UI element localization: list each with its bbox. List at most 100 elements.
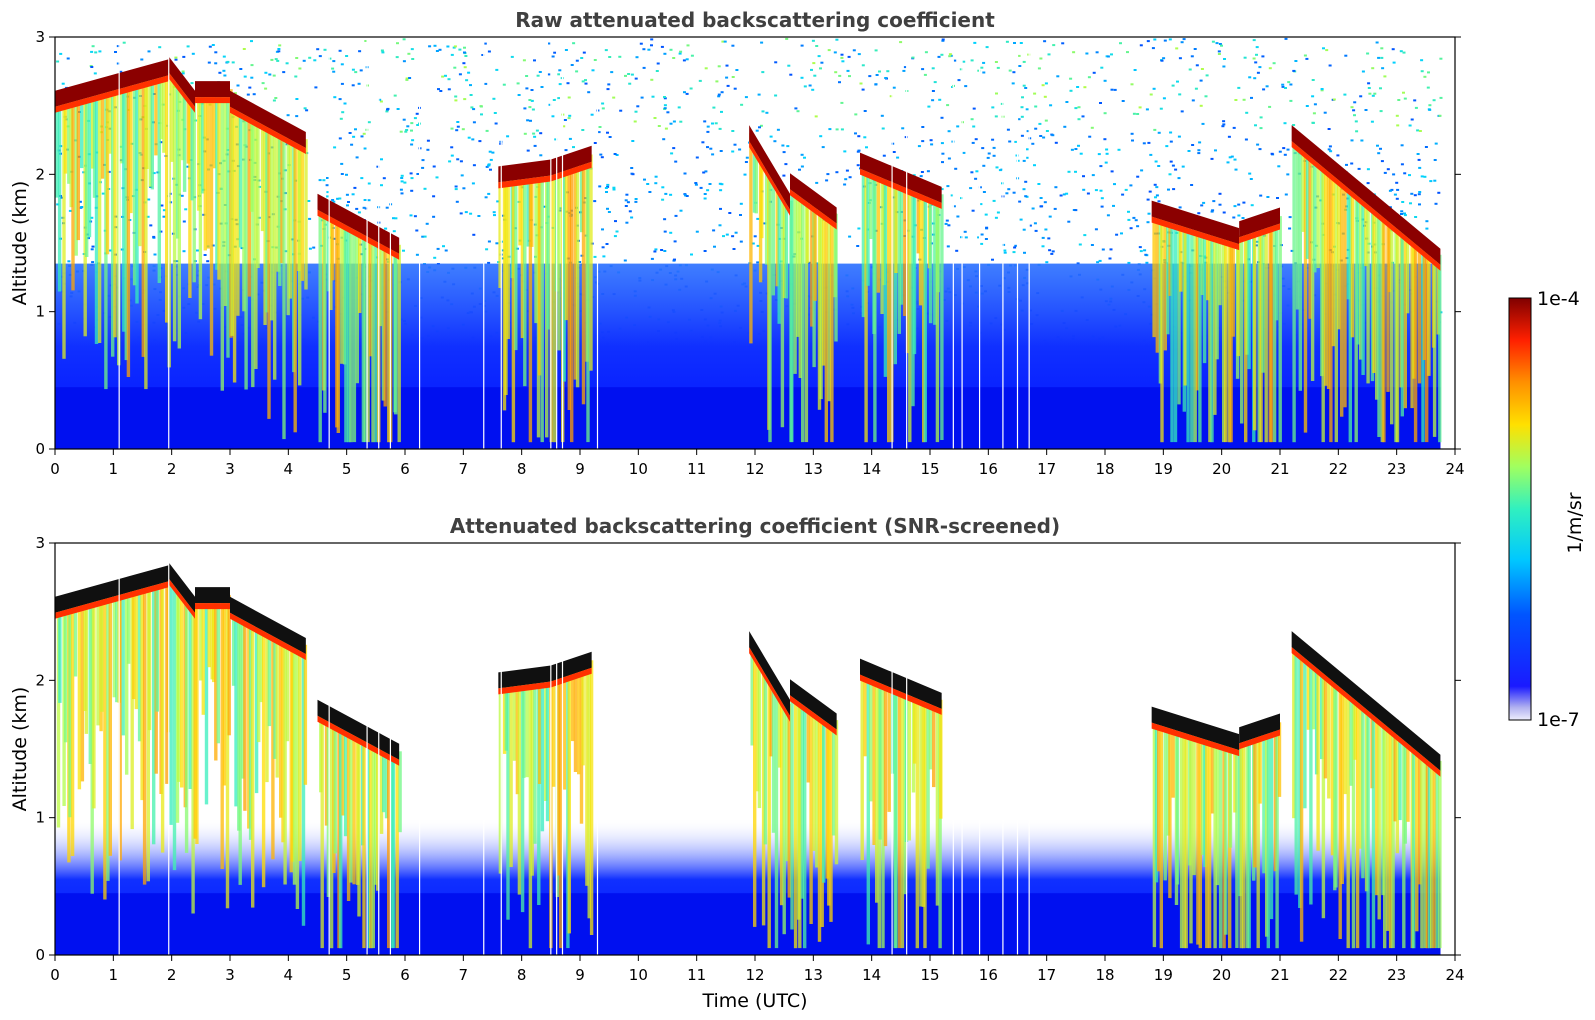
noise-pixel	[438, 48, 442, 51]
noise-pixel	[738, 148, 742, 151]
noise-pixel	[782, 151, 786, 154]
precipitation-streak	[1412, 739, 1416, 949]
noise-pixel	[405, 129, 409, 131]
precipitation-streak	[1171, 720, 1175, 798]
noise-pixel	[1287, 81, 1291, 84]
noise-pixel	[654, 248, 658, 251]
noise-pixel	[378, 98, 382, 101]
noise-pixel	[400, 180, 404, 183]
noise-pixel	[683, 193, 687, 196]
noise-pixel	[396, 108, 400, 110]
noise-pixel	[461, 128, 465, 131]
noise-pixel	[462, 62, 466, 65]
cloud-base-layer	[195, 81, 230, 98]
noise-pixel	[1391, 48, 1395, 51]
precipitation-streak	[70, 600, 75, 856]
noise-pixel	[1198, 141, 1202, 144]
precipitation-streak	[567, 667, 571, 934]
precipitation-streak	[145, 73, 149, 169]
noise-pixel	[1433, 179, 1437, 182]
noise-pixel	[581, 80, 585, 83]
noise-pixel	[785, 37, 789, 40]
y-tick-label: 3	[35, 534, 45, 552]
precipitation-streak	[562, 669, 567, 790]
precipitation-streak	[755, 650, 760, 792]
precipitation-streak	[918, 185, 923, 306]
precipitation-streak	[506, 679, 510, 920]
noise-pixel	[1210, 157, 1214, 160]
precipitation-streak	[281, 632, 285, 843]
noise-pixel	[847, 55, 851, 58]
noise-pixel	[332, 70, 336, 73]
noise-pixel	[1038, 122, 1042, 125]
noise-pixel	[206, 260, 210, 263]
precipitation-streak	[1213, 734, 1217, 949]
noise-pixel	[1096, 261, 1100, 264]
noise-pixel	[410, 143, 414, 146]
noise-pixel	[1171, 164, 1175, 167]
noise-pixel	[635, 56, 639, 59]
noise-pixel	[597, 131, 601, 134]
noise-pixel	[819, 135, 823, 138]
noise-pixel	[911, 56, 915, 59]
noise-pixel	[94, 51, 98, 54]
noise-pixel	[1113, 183, 1116, 186]
noise-pixel	[379, 100, 383, 103]
precipitation-streak	[76, 92, 80, 241]
noise-pixel	[460, 174, 464, 177]
noise-pixel	[180, 194, 184, 197]
noise-pixel	[302, 59, 306, 62]
precipitation-streak	[159, 69, 163, 140]
noise-pixel	[360, 177, 364, 180]
precipitation-streak	[279, 631, 283, 818]
noise-pixel	[452, 46, 456, 49]
noise-pixel	[669, 193, 673, 196]
noise-pixel	[951, 86, 954, 88]
noise-pixel	[1145, 108, 1149, 111]
colorbar-max-label: 1e-4	[1537, 288, 1580, 310]
noise-pixel	[684, 194, 687, 197]
precipitation-streak	[880, 169, 884, 314]
noise-pixel	[756, 244, 760, 247]
chart-top: Raw attenuated backscattering coefficien…	[9, 8, 1465, 478]
precipitation-streak	[1195, 222, 1200, 391]
noise-pixel	[1328, 64, 1332, 67]
x-tick-label: 13	[804, 460, 823, 478]
precipitation-streak	[537, 675, 542, 784]
precipitation-streak	[87, 89, 92, 238]
noise-pixel	[698, 79, 702, 82]
noise-pixel	[1043, 40, 1047, 43]
noise-pixel	[1237, 203, 1241, 206]
noise-pixel	[464, 55, 468, 57]
noise-pixel	[1429, 180, 1433, 183]
noise-pixel	[817, 55, 821, 58]
noise-pixel	[233, 92, 237, 95]
noise-pixel	[751, 242, 755, 245]
noise-pixel	[147, 198, 151, 201]
precipitation-streak	[1184, 725, 1188, 949]
noise-pixel	[1003, 249, 1007, 252]
precipitation-streak	[1432, 756, 1437, 949]
precipitation-streak	[181, 80, 185, 161]
cloud-base-layer	[168, 56, 195, 107]
noise-pixel	[495, 242, 499, 245]
noise-pixel	[800, 153, 804, 156]
noise-pixel	[953, 59, 957, 62]
noise-pixel	[625, 221, 629, 224]
precipitation-streak	[1427, 245, 1431, 376]
noise-pixel	[1226, 161, 1230, 164]
noise-pixel	[522, 59, 526, 62]
precipitation-streak	[84, 596, 89, 734]
noise-pixel	[278, 44, 282, 47]
noise-pixel	[305, 109, 309, 112]
noise-pixel	[1026, 130, 1030, 133]
noise-pixel	[820, 61, 824, 64]
noise-pixel	[1364, 109, 1368, 111]
noise-pixel	[1014, 140, 1018, 143]
noise-pixel	[1289, 99, 1293, 102]
precipitation-streak	[1269, 219, 1274, 443]
noise-pixel	[487, 192, 491, 195]
precipitation-streak	[212, 89, 217, 169]
precipitation-streak	[1330, 671, 1335, 856]
